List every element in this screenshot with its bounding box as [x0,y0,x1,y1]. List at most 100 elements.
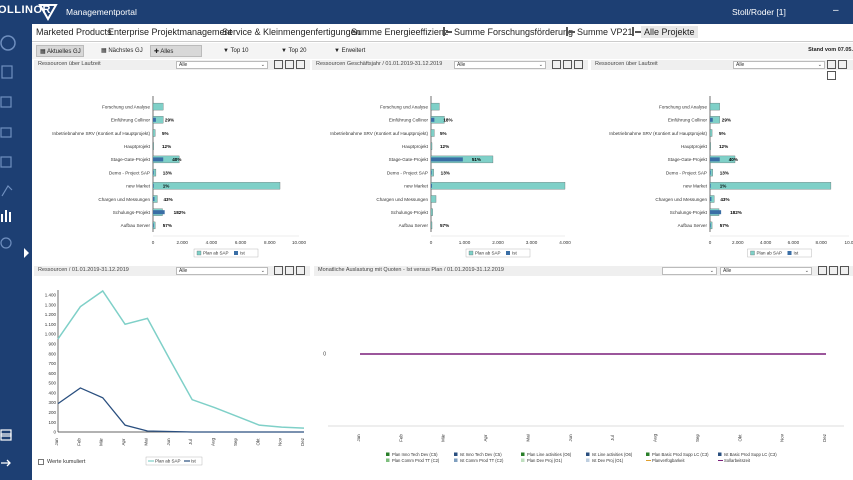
tab-summe-forschungsfoerderung[interactable]: Summe Forschungsförderung [454,27,574,37]
category-label: Chargen und Messungen [655,197,707,202]
category-label: new Market [404,184,428,189]
tab-enterprise-projektmanagement[interactable]: Enterprise Projektmanagement [108,27,233,37]
user-label[interactable]: Stoll/Roder [1] [732,7,786,17]
legend-label: Planverfügbarkeit [652,458,685,463]
panel-filter-select[interactable]: Alle ⌄ [176,267,268,275]
panel-empty-select[interactable]: ⌄ [662,267,717,275]
x-tick-label: Apr [121,438,126,446]
category-label: Aufbau Server [678,223,708,228]
aktuelles-gj-button[interactable]: ▦ Aktuelles GJ [36,45,84,57]
chart-icon[interactable] [0,178,32,200]
data-label: 57% [440,223,449,228]
tab-summe-energieeffizienz[interactable]: Summe Energieeffizienz [351,27,449,37]
y-tick-label: 100 [48,420,56,425]
export-icon[interactable] [829,266,838,275]
alles-button[interactable]: ✚ Alles [150,45,202,57]
x-tick-label: Sep [695,434,700,443]
data-label: 5% [440,131,447,136]
x-tick-label: 8.000 [815,240,827,245]
tab-service-kleinmengen[interactable]: Service & Kleinmengenfertigungen [222,27,361,37]
zoom-icon[interactable] [296,266,305,275]
data-label: 12% [440,144,449,149]
bar-plan [430,102,440,111]
x-tick-label: 6.000 [788,240,800,245]
legend-label: Ist Comm Prod TT (C2) [460,458,504,463]
x-tick-label: Apr [483,434,488,442]
legend-label: Ist Dev Proj (O1) [592,458,624,463]
data-label: 13% [441,170,450,175]
logout-icon[interactable] [0,452,32,474]
x-tick-label: Mär [99,438,104,446]
x-tick-label: Jun [166,438,171,446]
y-tick-label: 1.300 [45,302,57,307]
x-tick-label: 0 [430,240,433,245]
legend-swatch-plan [750,250,755,256]
legend-label: Ist Line activities (O6) [592,452,633,457]
bar-plan [430,142,433,150]
tab-marketed-products[interactable]: Marketed Products [36,27,112,37]
bar-plan [430,195,437,203]
data-label: 40% [172,157,181,162]
legend-label: Plan Basic Prod Supp LC (C3) [652,452,709,457]
werte-kumuliert-checkbox[interactable] [38,459,44,465]
minimize-button[interactable]: – [833,5,839,16]
y-tick-label: 1.200 [45,312,57,317]
chart-tab-icon [632,27,641,36]
category-label: Forschung und Analyse [380,104,428,109]
zoom-icon[interactable] [296,60,305,69]
export-icon[interactable] [285,60,294,69]
bar-chart-icon[interactable] [0,204,32,226]
zoom-icon[interactable] [827,71,836,80]
dashboard-icon[interactable] [0,62,32,84]
bar-ist [710,223,711,228]
panel-title: Monatliche Auslastung mit Quoten - Ist v… [318,267,504,273]
legend-swatch [521,452,525,456]
erweitert-button[interactable]: ▼ Erweitert [334,48,366,54]
print-icon[interactable] [818,266,827,275]
print-icon[interactable] [274,266,283,275]
x-tick-label: Nov [278,437,283,446]
calendar-small-icon: ▦ [40,49,48,55]
panel-ressourcen-laufzeit-1: Ressourcen über Laufzeit Alle ⌄ Forschung… [34,60,310,264]
legend-label-plan: Plan ab SAP [757,251,783,256]
category-label: Forschung und Analyse [102,104,150,109]
data-label: 57% [720,223,729,228]
panel-filter-select[interactable]: Alle ⌄ [454,61,546,69]
print-icon[interactable] [552,60,561,69]
zoom-icon[interactable] [574,60,583,69]
export-icon[interactable] [838,60,847,69]
calendar-icon[interactable] [0,152,32,174]
briefcase-icon[interactable] [0,122,32,144]
y-tick-label: 300 [48,400,56,405]
sidebar [0,24,32,480]
bar-plan [152,142,154,150]
folder-icon[interactable] [0,92,32,114]
panel-filter-select[interactable]: Alle ⌄ [720,267,812,275]
export-icon[interactable] [563,60,572,69]
tab-alle-projekte[interactable]: Alle Projekte [641,26,698,38]
category-label: Stage-Gate-Projekt [111,157,151,162]
tab-summe-vp21[interactable]: Summe VP21 [577,27,633,37]
bar-plan [152,129,156,137]
chart-tab-icon [443,27,452,36]
data-label: 1% [720,184,727,189]
x-tick-label: Jan [54,438,59,446]
naechstes-gj-button[interactable]: ▦ Nächstes GJ [101,48,143,54]
legend-label: Ist Inno Tech Dev (C5) [460,452,502,457]
settings-icon[interactable] [0,232,32,254]
panel-filter-select[interactable]: Alle ⌄ [733,61,825,69]
bar-ist [710,170,711,175]
category-label: Stage-Gate-Projekt [389,157,429,162]
panel-filter-select[interactable]: Alle ⌄ [176,61,268,69]
top20-button[interactable]: ▼ Top 20 [281,48,307,54]
print-icon[interactable] [827,60,836,69]
export-icon[interactable] [285,266,294,275]
print-icon[interactable] [274,60,283,69]
series-line-ist [57,387,304,433]
globe-icon[interactable] [0,32,32,54]
expand-icon[interactable] [0,242,32,264]
top10-button[interactable]: ▼ Top 10 [223,48,249,54]
layers-icon[interactable] [0,424,32,446]
legend-label: Plan Line activities (O6) [527,452,572,457]
zoom-icon[interactable] [840,266,849,275]
